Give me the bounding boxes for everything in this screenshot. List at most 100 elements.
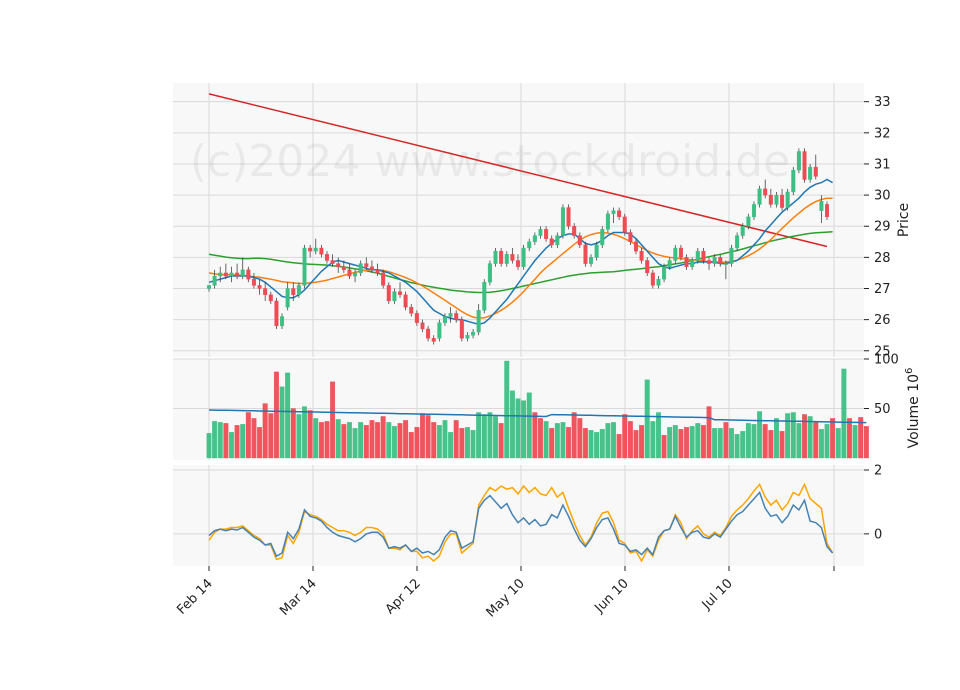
candle-body: [246, 269, 251, 280]
candle-body: [448, 313, 453, 317]
volume-bar: [262, 403, 268, 459]
volume-bar: [729, 428, 734, 459]
volume-bar: [453, 420, 459, 459]
candle-body: [589, 257, 594, 264]
candle-body: [549, 238, 554, 246]
volume-bar: [504, 360, 510, 459]
volume-bar: [347, 422, 352, 459]
candle-body: [555, 235, 560, 246]
volume-bar: [442, 420, 448, 459]
volume-bar: [245, 412, 251, 459]
volume-bar: [296, 414, 302, 459]
volume-bar: [577, 418, 583, 459]
volume-bar: [684, 427, 689, 459]
volume-bar: [470, 430, 476, 459]
volume-bar: [773, 418, 779, 459]
volume-bar: [498, 423, 504, 459]
candle-body: [465, 335, 470, 339]
volume-bar: [352, 428, 358, 459]
volume-bar: [285, 372, 291, 459]
price-tick-label: 32: [874, 126, 891, 141]
volume-bar: [425, 415, 431, 459]
moving-average-lines: [208, 93, 833, 326]
candle-body: [633, 241, 638, 252]
volume-bar: [341, 424, 347, 459]
volume-axis-title: Volume 106: [904, 368, 922, 449]
candle-body: [802, 151, 807, 180]
candle-body: [774, 194, 779, 205]
candle-body: [291, 288, 296, 295]
volume-bar: [251, 418, 257, 459]
candle-body: [532, 235, 537, 242]
volume-bar: [335, 419, 341, 459]
candle-body: [392, 291, 397, 302]
volume-bar: [403, 420, 409, 459]
volume-bar: [363, 425, 369, 459]
volume-axis-title-exponent: 6: [904, 368, 915, 374]
oscillator-lines: [208, 482, 834, 563]
volume-bar: [554, 423, 560, 459]
candle-body: [313, 247, 318, 252]
candle-body: [274, 300, 279, 327]
volume-bar: [543, 421, 549, 459]
volume-bar: [667, 427, 673, 459]
candle-body: [673, 247, 678, 261]
candle-body: [381, 272, 386, 286]
price-tick-label: 33: [874, 95, 891, 110]
candle-body: [504, 254, 509, 264]
volume-bar: [700, 425, 706, 459]
osc-tick-label: 0: [874, 527, 882, 542]
candle-body: [263, 288, 268, 295]
candle-body: [426, 328, 431, 339]
volume-bar: [493, 416, 498, 459]
volume-bar: [448, 432, 454, 459]
candle-body: [796, 151, 801, 171]
candle-body: [701, 250, 706, 261]
candle-body: [577, 235, 582, 246]
volume-bar: [459, 428, 465, 459]
volume-bar: [706, 406, 712, 459]
candle-body: [280, 316, 285, 327]
candle-body: [499, 250, 504, 264]
volume-bar: [223, 423, 229, 459]
volume-bar: [678, 429, 684, 459]
volume-bar: [560, 422, 566, 459]
volume-bar: [380, 416, 386, 459]
volume-bar: [712, 428, 718, 459]
volume-bar: [633, 430, 639, 459]
candle-body: [695, 250, 700, 261]
volume-bar: [740, 431, 746, 459]
volume-bar: [290, 408, 296, 459]
candle-body: [487, 263, 492, 283]
volume-bar: [515, 398, 521, 459]
candle-body: [622, 216, 627, 233]
candle-body: [544, 229, 549, 239]
volume-bar: [751, 424, 757, 459]
candle-body: [735, 235, 740, 249]
candle-body: [751, 204, 756, 218]
volume-bar: [391, 426, 397, 459]
volume-bar: [549, 428, 555, 459]
volume-bar: [571, 412, 577, 459]
volume-bar: [841, 368, 847, 459]
price-tick-label: 31: [874, 157, 891, 172]
candle-body: [206, 285, 211, 289]
candle-body: [420, 322, 425, 330]
volume-bar: [835, 428, 841, 459]
volume-bar: [796, 423, 802, 459]
x-tick-label: Jul 10: [699, 576, 736, 613]
candle-body: [268, 294, 273, 302]
candle-body: [364, 263, 369, 267]
osc-series-b-line: [208, 482, 834, 563]
candle-body: [712, 257, 717, 264]
volume-bar: [307, 410, 313, 459]
volume-bar: [375, 422, 380, 459]
volume-bar: [802, 414, 807, 459]
volume-bar: [734, 434, 740, 459]
candle-body: [718, 257, 723, 264]
volume-bar: [863, 426, 869, 459]
candle-body: [678, 247, 683, 258]
volume-bar: [279, 386, 285, 459]
panel-bg-2: [173, 465, 864, 566]
